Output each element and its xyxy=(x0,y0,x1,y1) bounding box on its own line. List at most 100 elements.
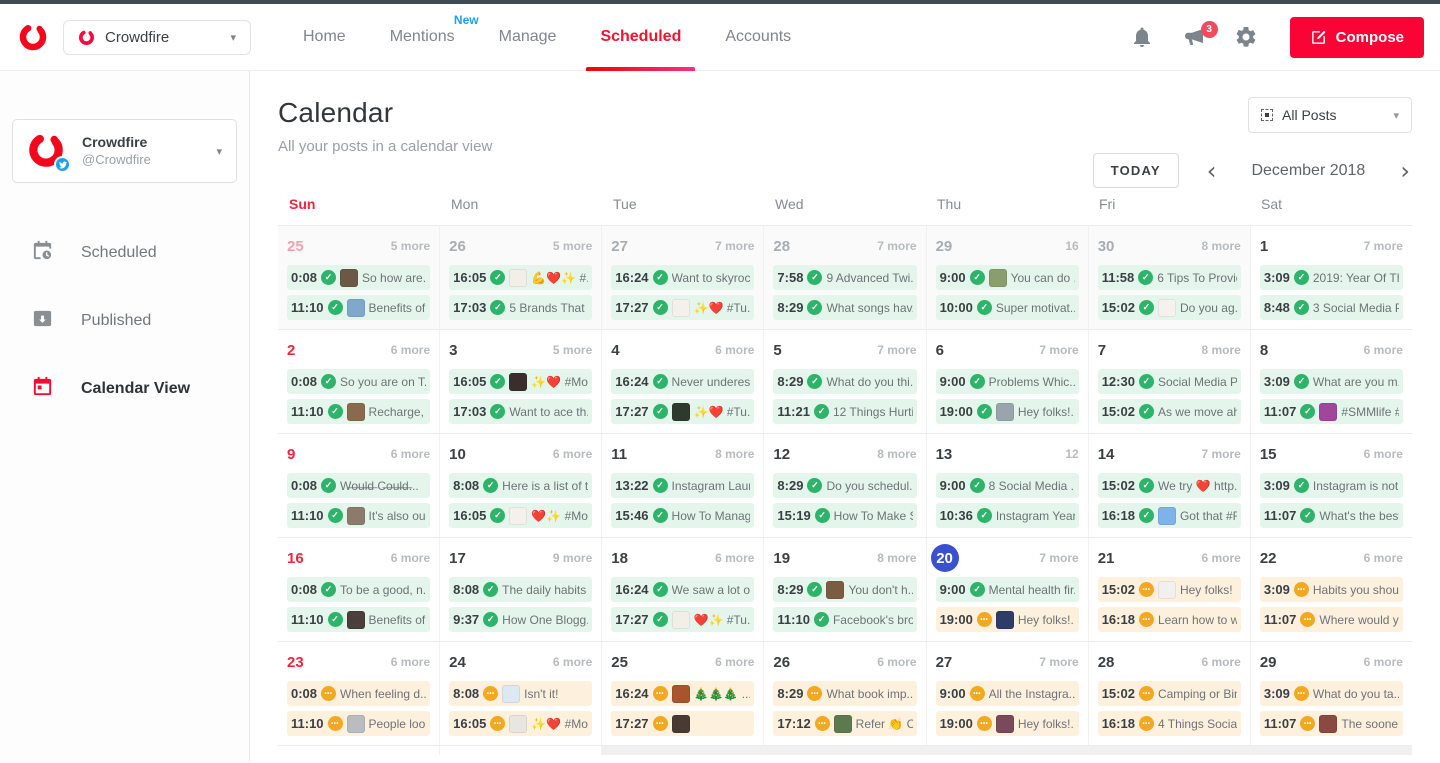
calendar-post[interactable]: 3:09 ✓ What are you m... xyxy=(1259,369,1403,394)
calendar-cell[interactable]: 4 6 more 16:24✓Never underest... 17:27✓ ✨❤️ … xyxy=(602,330,765,433)
calendar-post[interactable]: 8:29 ✓ You don't h... xyxy=(773,577,917,602)
more-posts-label[interactable]: 6 more xyxy=(390,551,431,565)
calendar-cell[interactable]: 14 7 more 15:02 ✓ We try ❤️ http... 16:18 ✓ Got… xyxy=(1088,434,1251,537)
calendar-post[interactable]: 16:24✓Want to skyroc... xyxy=(611,265,755,290)
calendar-post[interactable]: 8:29 ••• What book imp... xyxy=(773,681,917,706)
sidebar-item-scheduled[interactable]: Scheduled xyxy=(0,225,249,281)
calendar-post[interactable]: 16:24 ••• 🎄🎄🎄 ... xyxy=(611,681,755,706)
more-posts-label[interactable]: 12 xyxy=(1065,447,1079,461)
calendar-post[interactable]: 11:10✓ Benefits of ... xyxy=(287,607,431,632)
calendar-cell[interactable]: 28 7 more 7:58 ✓ 9 Advanced Twi... 8:29 ✓ What … xyxy=(764,226,927,329)
more-posts-label[interactable]: 5 more xyxy=(552,343,593,357)
calendar-post[interactable]: 17:03✓5 Brands That ... xyxy=(449,295,593,320)
calendar-cell[interactable]: 25 6 more 16:24 ••• 🎄🎄🎄 ... 17:27 ••• xyxy=(602,642,765,745)
nav-item-accounts[interactable]: Accounts xyxy=(703,4,813,70)
more-posts-label[interactable]: 6 more xyxy=(552,447,593,461)
more-posts-label[interactable]: 8 more xyxy=(1201,239,1241,253)
calendar-cell[interactable]: 1 7 more 3:09✓2019: Year Of Th... 8:48✓3 So… xyxy=(1250,226,1412,329)
calendar-post[interactable]: 19:00 ••• Hey folks!... xyxy=(935,607,1079,632)
calendar-post[interactable]: 11:07••• The sooner... xyxy=(1259,711,1403,736)
calendar-post[interactable]: 15:02 ✓ We try ❤️ http... xyxy=(1097,473,1241,498)
calendar-post[interactable]: 11:10✓ It's also our ... xyxy=(287,503,431,528)
calendar-post[interactable]: 15:02••• Hey folks! ... xyxy=(1097,577,1241,602)
calendar-post[interactable]: 17:27 ••• xyxy=(611,711,755,736)
calendar-post[interactable]: 3:09✓2019: Year Of Th... xyxy=(1259,265,1403,290)
calendar-post[interactable]: 16:05✓ ✨❤️ #Mo... xyxy=(449,369,593,394)
more-posts-label[interactable]: 6 more xyxy=(390,343,431,357)
calendar-cell[interactable]: 30 8 more 11:58✓6 Tips To Provid... 15:02✓ D… xyxy=(1088,226,1251,329)
more-posts-label[interactable]: 6 more xyxy=(1363,447,1403,461)
calendar-cell[interactable]: 16 6 more 0:08 ✓ To be a good, n... 11:10 ✓ Ben… xyxy=(278,538,441,641)
nav-item-home[interactable]: Home xyxy=(281,4,368,70)
calendar-post[interactable]: 8:08 ••• Isn't it! xyxy=(449,681,593,706)
calendar-post[interactable]: 9:00 ••• All the Instagra... xyxy=(935,681,1079,706)
calendar-post[interactable]: 19:00 ••• Hey folks!... xyxy=(935,711,1079,736)
calendar-cell[interactable]: 17 9 more 8:08✓The daily habits ... 9:37✓Ho… xyxy=(440,538,603,641)
calendar-post[interactable]: 10:00 ✓ Super motivat... xyxy=(935,295,1079,320)
calendar-post[interactable]: 16:05••• ✨❤️ #Mo... xyxy=(449,711,593,736)
calendar-post[interactable]: 15:19✓How To Make S... xyxy=(773,503,917,528)
prev-month-icon[interactable]: ‹ xyxy=(1206,156,1217,185)
calendar-post[interactable]: 16:18•••Learn how to w... xyxy=(1097,607,1241,632)
post-filter-dropdown[interactable]: All Posts ▾ xyxy=(1248,97,1412,133)
more-posts-label[interactable]: 9 more xyxy=(552,551,593,565)
calendar-post[interactable]: 9:37 ✓ How One Blogg... xyxy=(449,607,593,632)
calendar-post[interactable]: 9:00 ✓ 8 Social Media ... xyxy=(935,473,1079,498)
calendar-post[interactable]: 3:09✓Instagram is not ... xyxy=(1259,473,1403,498)
more-posts-label[interactable]: 5 more xyxy=(552,239,593,253)
more-posts-label[interactable]: 6 more xyxy=(1363,343,1403,357)
calendar-post[interactable]: 17:27✓ ✨❤️ #Tu... xyxy=(611,295,755,320)
calendar-post[interactable]: 7:58 ✓ 9 Advanced Twi... xyxy=(773,265,917,290)
calendar-post[interactable]: 3:09•••Habits you shoul... xyxy=(1259,577,1403,602)
more-posts-label[interactable]: 8 more xyxy=(715,447,755,461)
calendar-post[interactable]: 16:24✓We saw a lot of... xyxy=(611,577,755,602)
calendar-post[interactable]: 16:18•••4 Things Social ... xyxy=(1097,711,1241,736)
calendar-cell[interactable]: 25 5 more 0:08 ✓ So how are... 11:10 ✓ Benefits… xyxy=(278,226,441,329)
announcements-megaphone-icon[interactable]: 3 xyxy=(1182,21,1218,49)
calendar-post[interactable]: 8:08✓The daily habits ... xyxy=(449,577,593,602)
calendar-post[interactable]: 13:22✓Instagram Laun... xyxy=(611,473,755,498)
more-posts-label[interactable]: 7 more xyxy=(877,343,917,357)
calendar-post[interactable]: 17:03 ✓ Want to ace th... xyxy=(449,399,593,424)
calendar-cell[interactable] xyxy=(926,746,1089,755)
more-posts-label[interactable]: 5 more xyxy=(390,239,431,253)
more-posts-label[interactable]: 6 more xyxy=(1363,655,1403,669)
calendar-post[interactable]: 11:07•••Where would y... xyxy=(1259,607,1403,632)
calendar-post[interactable]: 11:58✓6 Tips To Provid... xyxy=(1097,265,1241,290)
calendar-cell[interactable]: 18 6 more 16:24✓We saw a lot of... 17:27✓ ❤️… xyxy=(602,538,765,641)
calendar-post[interactable]: 15:46✓How To Manag... xyxy=(611,503,755,528)
more-posts-label[interactable]: 7 more xyxy=(1039,343,1079,357)
more-posts-label[interactable]: 6 more xyxy=(1363,551,1403,565)
more-posts-label[interactable]: 6 more xyxy=(715,551,755,565)
more-posts-label[interactable]: 6 more xyxy=(1201,655,1241,669)
calendar-cell[interactable] xyxy=(440,746,603,755)
calendar-post[interactable]: 11:07✓ #SMMlife #... xyxy=(1259,399,1403,424)
calendar-post[interactable]: 8:29 ✓ What do you thi... xyxy=(773,369,917,394)
calendar-cell[interactable]: 12 8 more 8:29 ✓ Do you schedul... 15:19 ✓ How … xyxy=(764,434,927,537)
calendar-post[interactable]: 11:10••• People look... xyxy=(287,711,431,736)
more-posts-label[interactable]: 7 more xyxy=(1039,551,1079,565)
calendar-cell[interactable] xyxy=(278,746,441,755)
calendar-cell[interactable]: 23 6 more 0:08 ••• When feeling d... 11:10 •••… xyxy=(278,642,441,745)
more-posts-label[interactable]: 8 more xyxy=(877,551,917,565)
more-posts-label[interactable]: 6 more xyxy=(390,655,431,669)
notifications-bell-icon[interactable] xyxy=(1130,25,1154,49)
calendar-post[interactable]: 10:36✓Instagram Year ... xyxy=(935,503,1079,528)
compose-button[interactable]: Compose xyxy=(1289,16,1424,58)
more-posts-label[interactable]: 6 more xyxy=(390,447,431,461)
calendar-post[interactable]: 17:27✓ ❤️✨ #Tu... xyxy=(611,607,755,632)
nav-item-manage[interactable]: Manage xyxy=(477,4,579,70)
nav-item-mentions[interactable]: Mentions New xyxy=(368,4,479,70)
calendar-post[interactable]: 11:21✓12 Things Hurtin... xyxy=(773,399,917,424)
calendar-post[interactable]: 0:08 ✓ So you are on T... xyxy=(287,369,431,394)
today-button[interactable]: TODAY xyxy=(1092,153,1179,188)
calendar-post[interactable]: 11:10✓Facebook's bro... xyxy=(773,607,917,632)
calendar-post[interactable]: 15:02✓As we move ah... xyxy=(1097,399,1241,424)
calendar-post[interactable]: 0:08 ✓ W̶o̶u̶l̶d̶ C̶o̶u̶l̶d̶... xyxy=(287,473,431,498)
